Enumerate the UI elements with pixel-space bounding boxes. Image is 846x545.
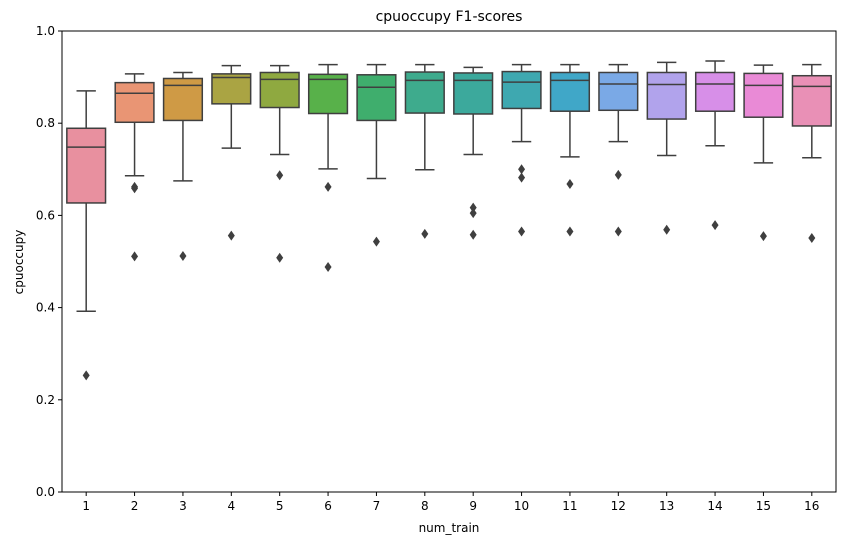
x-tick-label: 14 [707, 499, 722, 513]
outlier-point [518, 164, 526, 175]
x-tick-label: 12 [611, 499, 626, 513]
y-tick-label: 0.4 [36, 301, 55, 315]
outlier-point [614, 226, 622, 237]
outlier-point [227, 230, 235, 241]
y-tick-label: 0.8 [36, 116, 55, 130]
box-11 [549, 63, 591, 237]
box-body [791, 74, 832, 127]
outlier-point [566, 179, 574, 190]
chart-title: cpuoccupy F1-scores [376, 9, 523, 25]
outlier-point [82, 370, 90, 381]
box-9 [453, 66, 494, 240]
outlier-point [663, 224, 671, 235]
box-10 [501, 63, 542, 237]
box-2 [114, 73, 155, 262]
x-tick-label: 5 [276, 499, 284, 513]
box-16 [791, 63, 832, 243]
plot-frame [61, 30, 837, 493]
x-axis: 1 2 3 4 5 6 7 8 9 10 11 12 13 14 15 16 [82, 492, 819, 513]
outlier-point [518, 172, 526, 183]
box-15 [743, 64, 784, 242]
x-tick-label: 1 [82, 499, 90, 513]
x-axis-label: num_train [419, 521, 480, 535]
box-body [598, 71, 639, 112]
x-tick-label: 8 [421, 499, 429, 513]
box-12 [598, 63, 639, 237]
outlier-point [131, 183, 139, 194]
box-4 [211, 64, 252, 241]
box-7 [356, 63, 397, 247]
box-5 [259, 64, 300, 263]
y-axis-label: cpuoccupy [12, 230, 26, 295]
outlier-point [614, 169, 622, 180]
box-14 [694, 60, 736, 231]
x-tick-label: 2 [131, 499, 139, 513]
outlier-point [324, 262, 332, 273]
box-body [356, 74, 397, 122]
outlier-point [276, 252, 284, 263]
box-13 [646, 61, 687, 235]
x-tick-label: 16 [804, 499, 819, 513]
box-body [501, 70, 542, 110]
outlier-point [179, 250, 187, 261]
box-body [307, 73, 349, 115]
box-body [404, 71, 445, 114]
outlier-point [759, 231, 767, 242]
outlier-point [518, 226, 526, 237]
outlier-point [372, 236, 380, 247]
outlier-point [469, 208, 477, 219]
y-tick-label: 0.0 [36, 485, 55, 499]
x-tick-label: 4 [227, 499, 235, 513]
y-tick-label: 0.6 [36, 208, 55, 222]
x-tick-label: 3 [179, 499, 187, 513]
outlier-point [421, 228, 429, 239]
outlier-point [324, 181, 332, 192]
outlier-point [566, 226, 574, 237]
x-tick-label: 10 [514, 499, 529, 513]
outlier-point [469, 229, 477, 240]
box-6 [307, 63, 349, 273]
box-body [694, 71, 736, 112]
box-body [211, 73, 252, 105]
x-tick-label: 11 [562, 499, 577, 513]
box-1 [66, 90, 107, 381]
x-tick-label: 15 [756, 499, 771, 513]
box-body [646, 71, 687, 120]
box-body [549, 71, 591, 112]
x-tick-label: 13 [659, 499, 674, 513]
x-tick-label: 9 [469, 499, 477, 513]
box-body [66, 127, 107, 204]
plot-area [61, 30, 837, 493]
x-tick-label: 6 [324, 499, 332, 513]
outlier-point [131, 251, 139, 262]
outlier-point [711, 220, 719, 231]
outlier-point [808, 232, 816, 243]
outlier-point [469, 202, 477, 213]
box-3 [162, 71, 204, 261]
outlier-point [276, 170, 284, 181]
box-body [259, 71, 300, 109]
x-tick-label: 7 [373, 499, 381, 513]
box-body [453, 72, 494, 115]
box-body [114, 81, 155, 124]
y-tick-label: 0.2 [36, 393, 55, 407]
y-tick-label: 1.0 [36, 24, 55, 38]
box-body [743, 72, 784, 118]
box-8 [404, 63, 445, 239]
y-axis: 0.0 0.2 0.4 0.6 0.8 1.0 [36, 24, 62, 499]
